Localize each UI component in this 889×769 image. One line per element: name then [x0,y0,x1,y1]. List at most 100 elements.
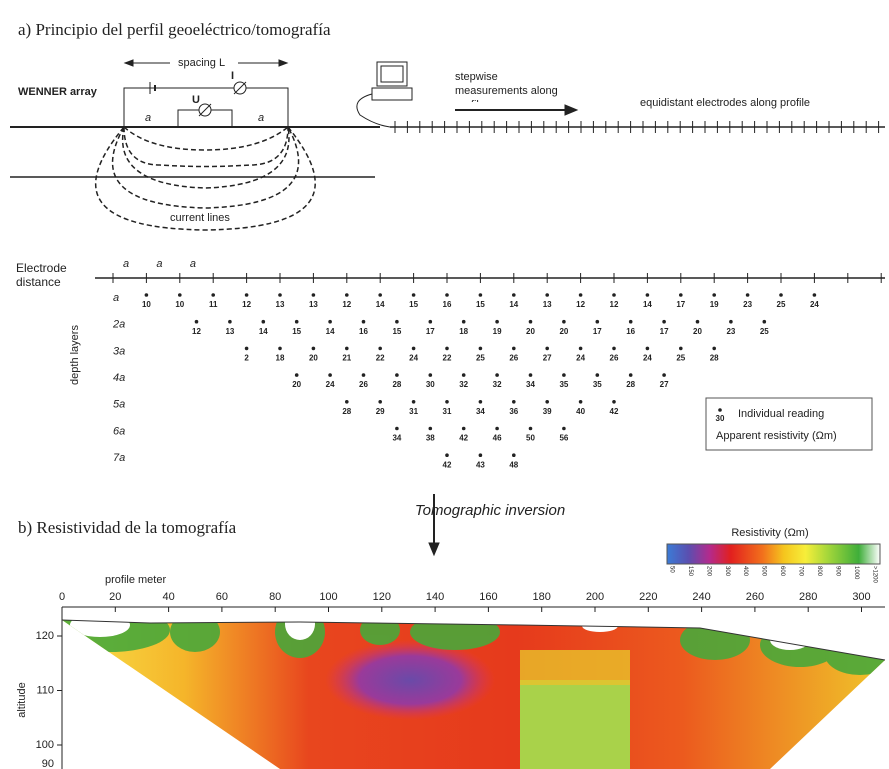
y-tick-label: 120 [36,630,54,642]
reading: 16 [443,300,452,309]
reading-dot [412,400,416,404]
reading: 17 [426,327,435,336]
reading: 24 [409,354,418,363]
reading: 42 [443,460,452,469]
reading: 28 [342,407,351,416]
reading-dot [479,293,483,297]
reading-dot [429,320,433,324]
reading: 42 [459,434,468,443]
reading-dot [429,427,433,431]
reading: 15 [476,300,485,309]
reading-dot [479,453,483,457]
reading: 35 [559,380,568,389]
reading: 24 [643,354,652,363]
reading: 26 [610,354,619,363]
reading: 26 [509,354,518,363]
reading-dot [679,347,683,351]
reading-dot [495,373,499,377]
reading: 23 [743,300,752,309]
reading: 12 [242,300,251,309]
x-tick-label: 40 [162,591,174,603]
reading: 20 [292,380,301,389]
x-tick-label: 0 [59,591,65,603]
reading: 48 [509,460,518,469]
reading-dot [579,347,583,351]
reading-dot [712,347,716,351]
spacing-label: a [190,258,196,270]
reading-dot [763,320,767,324]
reading-dot [195,320,199,324]
reading: 46 [493,434,502,443]
row-label: 6a [113,425,125,437]
reading-dot [512,347,516,351]
reading-dot [328,373,332,377]
reading-dot [529,320,533,324]
reading-dot [612,400,616,404]
reading-dot [412,347,416,351]
reading-dot [529,427,533,431]
row-label: 3a [113,345,125,357]
reading: 11 [209,300,218,309]
reading: 39 [543,407,552,416]
reading: 28 [392,380,401,389]
x-tick-label: 200 [586,591,604,603]
reading: 21 [342,354,351,363]
x-tick-label: 160 [479,591,497,603]
electrode-distance: Electrode distance [16,261,96,295]
colorbar-ticks: 501502003004005006007008009001000>1200 [668,566,877,584]
x-tick-label: 60 [216,591,228,603]
stepwise-label: stepwise measurements along profile [455,70,585,102]
reading: 18 [459,327,468,336]
part-b-title: b) Resistividad de la tomografía [18,518,237,537]
arrow-label: Tomographic inversion [415,502,565,519]
y-tick-label: 110 [36,684,54,696]
reading-dot [646,293,650,297]
reading: 26 [359,380,368,389]
reading-dot [395,373,399,377]
reading: 12 [576,300,585,309]
reading: 10 [175,300,184,309]
reading: 25 [476,354,485,363]
row-label: 7a [113,452,125,464]
reading-dot [345,347,349,351]
reading-dot [445,400,449,404]
reading: 29 [376,407,385,416]
reading-dot [178,293,182,297]
voltage-symbol: U [192,94,200,106]
reading-dot [462,320,466,324]
reading-dot [445,453,449,457]
stepwise-text: stepwise measurements along profile [455,70,565,102]
reading: 35 [593,380,602,389]
reading-dot [479,400,483,404]
reading-dot [545,293,549,297]
reading-dot [495,427,499,431]
reading-dot [295,320,299,324]
colorbar-tick: 400 [742,566,748,577]
colorbar [667,544,880,564]
reading: 22 [443,354,452,363]
electrode-ticks [113,121,881,283]
reading-dot [512,453,516,457]
reading: 14 [376,300,385,309]
reading-dot [662,320,666,324]
reading-dot [228,320,232,324]
reading-dot [245,347,249,351]
reading: 25 [777,300,786,309]
y-tick-label: 100 [36,739,54,751]
spacing-label: spacing L [178,57,225,69]
spacing-a: a [145,112,151,124]
reading-dot [211,293,215,297]
current-lines-label: current lines [170,212,230,224]
reading: 27 [660,380,669,389]
reading: 13 [309,300,318,309]
x-tick-label: 100 [319,591,337,603]
colorbar-title: Resistivity (Ωm) [731,527,808,539]
reading-dot [679,293,683,297]
reading-dot [278,293,282,297]
reading: 14 [643,300,652,309]
reading: 14 [259,327,268,336]
x-tick-label: 260 [746,591,764,603]
colorbar-tick: 300 [724,566,730,577]
reading-dot [579,400,583,404]
reading-dot [629,320,633,324]
